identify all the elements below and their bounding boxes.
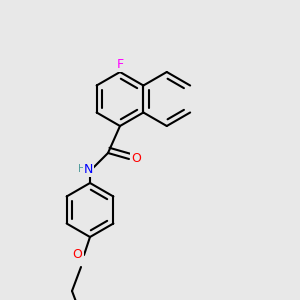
Text: N: N: [84, 163, 93, 176]
Text: O: O: [73, 248, 82, 262]
Text: F: F: [116, 58, 124, 71]
Text: H: H: [78, 164, 85, 175]
Text: O: O: [132, 152, 141, 166]
